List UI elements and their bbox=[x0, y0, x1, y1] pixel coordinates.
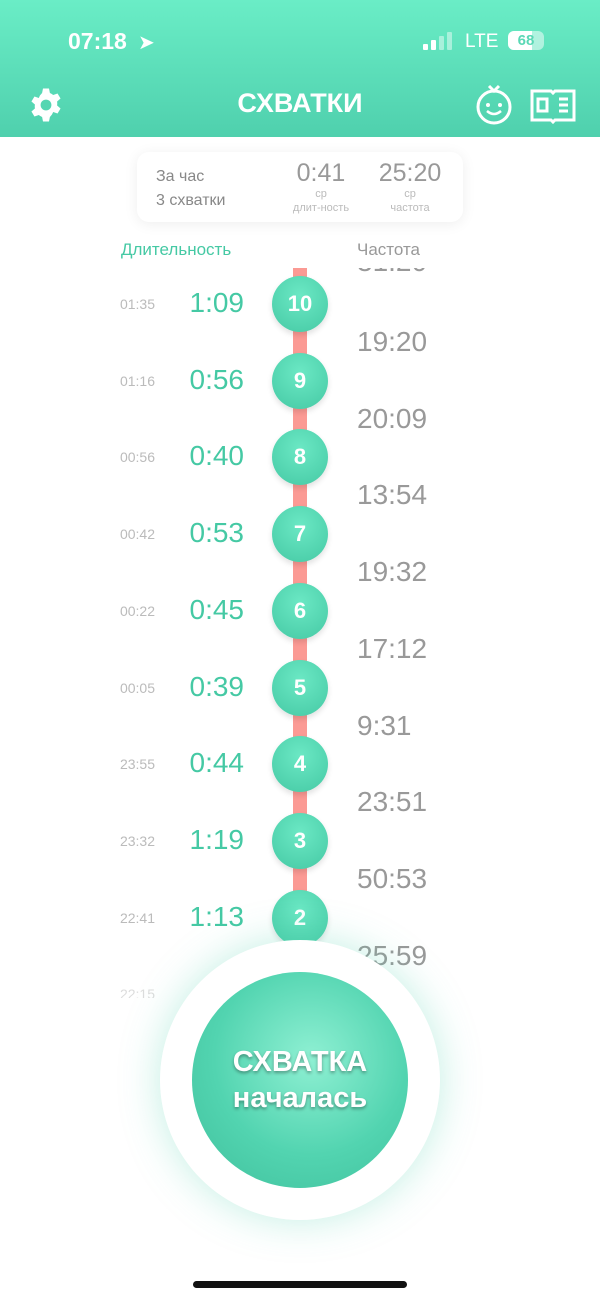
start-time: 00:42 bbox=[119, 526, 155, 543]
contractions-list[interactable]: 31:20 01:35 1:09 19:20 10 01:16 0:56 20:09 9 00:… bbox=[0, 268, 600, 998]
duration-value: 1:13 bbox=[189, 900, 245, 932]
duration-value: 0:45 bbox=[189, 593, 245, 625]
battery-level: 68 bbox=[517, 32, 535, 49]
status-time: 07:18 bbox=[68, 28, 127, 54]
start-time: 23:32 bbox=[119, 832, 155, 849]
duration-value: 0:39 bbox=[189, 670, 245, 702]
duration-value: 0:56 bbox=[189, 363, 245, 395]
frequency-column-header: Частота bbox=[357, 240, 421, 259]
start-time: 22:15 bbox=[119, 986, 155, 998]
start-time: 01:16 bbox=[119, 372, 155, 389]
hour-summary-card: За час 3 схватки 0:41 ср длит-ность 25:2… bbox=[137, 152, 463, 222]
home-indicator[interactable] bbox=[193, 1281, 407, 1288]
frequency-value: 50:53 bbox=[357, 862, 428, 894]
avg-frequency-value: 25:20 bbox=[378, 159, 442, 187]
frequency-value: 13:54 bbox=[357, 479, 428, 511]
book-icon[interactable] bbox=[530, 88, 576, 124]
frequency-value: 17:12 bbox=[357, 632, 428, 664]
location-arrow-icon: ➤ bbox=[138, 32, 155, 54]
duration-value: 1:09 bbox=[189, 287, 245, 318]
contraction-number-node[interactable]: 3 bbox=[272, 812, 328, 869]
duration-value: 1:19 bbox=[189, 823, 245, 855]
contraction-number-node[interactable]: 7 bbox=[272, 506, 328, 563]
avg-frequency-label2: частота bbox=[390, 202, 430, 214]
start-time: 00:05 bbox=[119, 679, 155, 696]
start-time: 01:35 bbox=[119, 296, 155, 312]
duration-column-header: Длительность bbox=[121, 240, 232, 259]
avg-duration-value: 0:41 bbox=[296, 159, 346, 187]
frequency-value: 9:31 bbox=[357, 709, 412, 741]
header: 07:18 ➤ LTE 68 СХВАТКИ bbox=[0, 0, 600, 137]
contraction-number-node[interactable]: 9 bbox=[272, 352, 328, 409]
gear-icon[interactable] bbox=[28, 87, 64, 123]
avg-duration-label2: длит-ность bbox=[292, 202, 350, 214]
start-time: 22:41 bbox=[119, 909, 155, 926]
contraction-number-node[interactable]: 10 bbox=[272, 276, 328, 332]
frequency-value: 20:09 bbox=[357, 402, 428, 434]
button-line1: СХВАТКА bbox=[232, 1046, 368, 1078]
avg-frequency-label1: ср bbox=[404, 188, 416, 200]
frequency-value: 19:32 bbox=[357, 556, 428, 588]
contraction-number-node[interactable]: 4 bbox=[272, 736, 328, 793]
battery-icon: 68 bbox=[508, 31, 544, 50]
contraction-number-node[interactable]: 6 bbox=[272, 582, 328, 639]
avg-duration-label1: ср bbox=[315, 188, 327, 200]
signal-icon bbox=[423, 32, 452, 50]
summary-period: За час bbox=[156, 168, 205, 185]
duration-value: 0:44 bbox=[189, 747, 245, 779]
frequency-value: 23:51 bbox=[357, 786, 428, 818]
duration-value: 0:53 bbox=[189, 517, 245, 549]
contraction-number-node[interactable]: 2 bbox=[272, 889, 328, 946]
summary-count: 3 схватки bbox=[156, 192, 226, 209]
frequency-value: 19:20 bbox=[357, 326, 428, 357]
start-time: 00:22 bbox=[119, 602, 155, 619]
network-label: LTE bbox=[465, 31, 499, 52]
duration-value: 0:40 bbox=[189, 440, 245, 472]
contraction-started-button[interactable]: СХВАТКА началась bbox=[192, 972, 408, 1188]
start-time: 23:55 bbox=[119, 756, 155, 773]
frequency-value: 31:20 bbox=[357, 268, 427, 278]
page-title: СХВАТКИ bbox=[237, 88, 363, 118]
baby-icon[interactable] bbox=[472, 82, 516, 126]
button-line2: началась bbox=[232, 1082, 368, 1114]
contraction-number-node[interactable]: 5 bbox=[272, 659, 328, 716]
contraction-number-node[interactable]: 8 bbox=[272, 429, 328, 486]
start-time: 00:56 bbox=[119, 449, 155, 466]
